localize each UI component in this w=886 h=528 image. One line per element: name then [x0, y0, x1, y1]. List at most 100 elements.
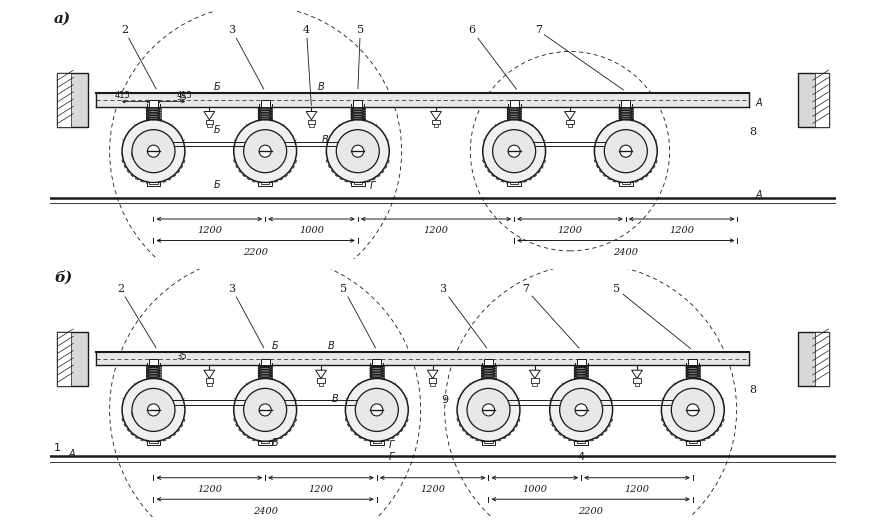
Bar: [261, 182, 269, 184]
Text: 4: 4: [577, 451, 584, 461]
Circle shape: [234, 379, 297, 441]
Bar: [815, 73, 829, 127]
Circle shape: [234, 120, 297, 183]
Circle shape: [259, 145, 271, 157]
Circle shape: [661, 379, 724, 441]
Circle shape: [122, 120, 185, 183]
Text: 415: 415: [177, 91, 193, 100]
Circle shape: [672, 389, 714, 431]
Circle shape: [337, 130, 379, 173]
Text: 2400: 2400: [613, 248, 638, 257]
Text: Г: Г: [389, 440, 394, 450]
Bar: [433, 124, 439, 127]
Bar: [354, 100, 362, 107]
Text: 3: 3: [439, 284, 486, 348]
Text: 2: 2: [121, 25, 156, 89]
Text: 5: 5: [357, 25, 364, 89]
Text: А: А: [756, 98, 762, 108]
Text: 8: 8: [749, 127, 756, 137]
Bar: [206, 120, 213, 124]
Text: 9: 9: [441, 395, 448, 406]
Bar: [57, 332, 88, 385]
Bar: [531, 379, 539, 383]
Bar: [686, 440, 700, 445]
Circle shape: [346, 379, 408, 441]
Text: А: А: [68, 449, 75, 459]
Circle shape: [467, 389, 510, 431]
Text: 1200: 1200: [557, 227, 582, 235]
Circle shape: [620, 145, 632, 157]
Bar: [482, 440, 495, 445]
Bar: [57, 73, 88, 127]
Circle shape: [483, 120, 546, 183]
Text: В: В: [328, 341, 334, 351]
Text: 1200: 1200: [197, 485, 222, 494]
Bar: [150, 440, 158, 442]
Text: 415: 415: [114, 91, 130, 100]
Bar: [566, 120, 574, 124]
Text: В: В: [331, 394, 338, 403]
Polygon shape: [204, 111, 214, 120]
Circle shape: [122, 379, 185, 441]
Circle shape: [560, 389, 602, 431]
Polygon shape: [315, 370, 326, 379]
Bar: [798, 73, 829, 127]
Bar: [149, 359, 158, 365]
Text: 2: 2: [117, 284, 156, 348]
Circle shape: [132, 130, 175, 173]
Text: 5: 5: [340, 284, 376, 348]
Circle shape: [147, 404, 159, 416]
Bar: [815, 332, 829, 385]
Text: 1000: 1000: [299, 227, 324, 235]
Circle shape: [508, 145, 520, 157]
Circle shape: [244, 389, 287, 431]
Text: 1200: 1200: [420, 485, 445, 494]
Bar: [688, 359, 697, 365]
Polygon shape: [564, 111, 575, 120]
Polygon shape: [431, 111, 441, 120]
Bar: [57, 73, 71, 127]
Text: 1200: 1200: [197, 227, 222, 235]
Text: 1000: 1000: [523, 485, 548, 494]
Bar: [485, 440, 493, 442]
Circle shape: [575, 404, 587, 416]
Bar: [798, 332, 829, 385]
Bar: [260, 100, 269, 107]
Bar: [258, 182, 272, 186]
Polygon shape: [204, 370, 214, 379]
Text: 35: 35: [176, 93, 187, 102]
Circle shape: [483, 404, 494, 416]
Bar: [577, 440, 586, 442]
Bar: [146, 182, 160, 186]
Text: 6: 6: [469, 25, 517, 89]
Bar: [150, 182, 158, 184]
Text: 1200: 1200: [308, 485, 333, 494]
Circle shape: [687, 404, 699, 416]
Bar: [574, 440, 588, 445]
Text: Б: Б: [214, 125, 221, 135]
Text: Б: Б: [214, 82, 221, 92]
Text: В: В: [323, 135, 329, 145]
Text: 1200: 1200: [669, 227, 694, 235]
Text: Г: Г: [389, 451, 394, 461]
Text: В: В: [318, 82, 325, 92]
Bar: [261, 440, 269, 442]
Circle shape: [604, 130, 648, 173]
Circle shape: [326, 120, 389, 183]
Bar: [577, 359, 586, 365]
Text: 7: 7: [522, 284, 579, 348]
Circle shape: [132, 389, 175, 431]
Text: 35: 35: [176, 352, 187, 361]
Circle shape: [493, 130, 536, 173]
Circle shape: [371, 404, 383, 416]
Circle shape: [244, 130, 287, 173]
Bar: [207, 383, 212, 385]
Bar: [146, 440, 160, 445]
Bar: [431, 383, 435, 385]
Text: 1200: 1200: [625, 485, 649, 494]
Text: 2200: 2200: [243, 248, 268, 257]
Bar: [258, 440, 272, 445]
Bar: [354, 182, 362, 184]
Bar: [510, 182, 518, 184]
Bar: [317, 379, 325, 383]
